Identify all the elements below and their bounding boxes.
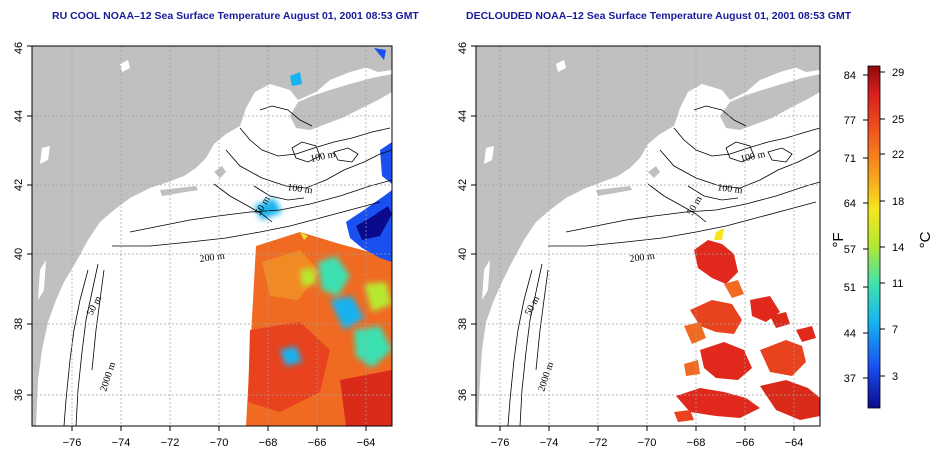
right-lon-tick: −72 — [589, 437, 608, 449]
colorbar: 84 77 71 64 57 51 44 37 29 25 22 18 14 1… — [830, 65, 934, 409]
right-lon-tick: −76 — [491, 437, 510, 449]
left-lon-tick: −76 — [63, 437, 82, 449]
colorbar-f-tick: 44 — [844, 328, 856, 340]
colorbar-f-tick: 84 — [844, 70, 856, 82]
right-contour-label: 100 m — [739, 149, 766, 165]
colorbar-f-tick: 77 — [844, 115, 856, 127]
right-lat-tick: 38 — [457, 318, 469, 330]
colorbar-c-tick: 11 — [892, 278, 903, 290]
left-lon-tick: −64 — [357, 437, 376, 449]
right-map: 100 m 100 m 50 m 200 m 50 m 2000 m −76 — [457, 42, 821, 449]
left-contour-label: 100 m — [309, 149, 336, 165]
colorbar-f-tick: 57 — [844, 244, 856, 256]
right-land — [476, 46, 820, 426]
left-map-title: RU COOL NOAA–12 Sea Surface Temperature … — [52, 10, 419, 22]
colorbar-f-tick: 51 — [844, 282, 856, 294]
left-lat-tick: 36 — [13, 389, 25, 401]
left-land — [32, 46, 392, 426]
colorbar-c-tick: 29 — [892, 67, 904, 79]
colorbar-gradient — [867, 65, 881, 409]
left-lat-tick: 40 — [13, 248, 25, 260]
left-lat-tick: 42 — [13, 179, 25, 191]
right-lon-tick: −66 — [736, 437, 755, 449]
right-map-title: DECLOUDED NOAA–12 Sea Surface Temperatur… — [466, 10, 852, 22]
colorbar-c-tick: 7 — [892, 324, 898, 336]
right-grid — [476, 46, 820, 426]
left-lat-tick: 44 — [13, 110, 25, 122]
left-grid — [32, 46, 392, 426]
right-lat-tick: 36 — [457, 389, 469, 401]
colorbar-f-unit: °F — [830, 232, 847, 247]
left-lon-tick: −68 — [259, 437, 278, 449]
left-lon-tick: −74 — [112, 437, 131, 449]
colorbar-c-tick: 25 — [892, 114, 904, 126]
colorbar-c-tick: 22 — [892, 149, 904, 161]
left-lon-tick: −72 — [161, 437, 180, 449]
right-lat-tick: 46 — [457, 42, 469, 54]
colorbar-c-tick: 14 — [892, 242, 904, 254]
right-lon-tick: −68 — [687, 437, 706, 449]
colorbar-f-tick: 71 — [844, 153, 856, 165]
right-lat-tick: 42 — [457, 179, 469, 191]
right-lon-tick: −74 — [540, 437, 559, 449]
left-lat-tick: 46 — [13, 42, 25, 54]
colorbar-c-tick: 18 — [892, 196, 904, 208]
left-contour-label: 100 m — [287, 182, 314, 196]
right-lon-tick: −70 — [638, 437, 657, 449]
left-contours — [63, 105, 392, 426]
colorbar-c-tick: 3 — [892, 371, 898, 383]
colorbar-f-tick: 64 — [844, 198, 856, 210]
left-sst-swath — [246, 48, 392, 426]
left-lon-tick: −70 — [210, 437, 229, 449]
right-lon-tick: −64 — [785, 437, 804, 449]
right-lat-tick: 40 — [457, 248, 469, 260]
right-sst-patches — [674, 228, 820, 422]
colorbar-f-tick: 37 — [844, 373, 856, 385]
left-land-nova-scotia — [290, 74, 392, 130]
colorbar-c-unit: °C — [917, 231, 934, 248]
left-map: 100 m 100 m 50 m 200 m 50 m 2000 m — [13, 42, 393, 449]
right-lat-tick: 44 — [457, 110, 469, 122]
right-contour-label: 100 m — [717, 182, 744, 196]
left-lon-tick: −66 — [308, 437, 327, 449]
right-contours — [507, 105, 820, 426]
left-lat-tick: 38 — [13, 318, 25, 330]
